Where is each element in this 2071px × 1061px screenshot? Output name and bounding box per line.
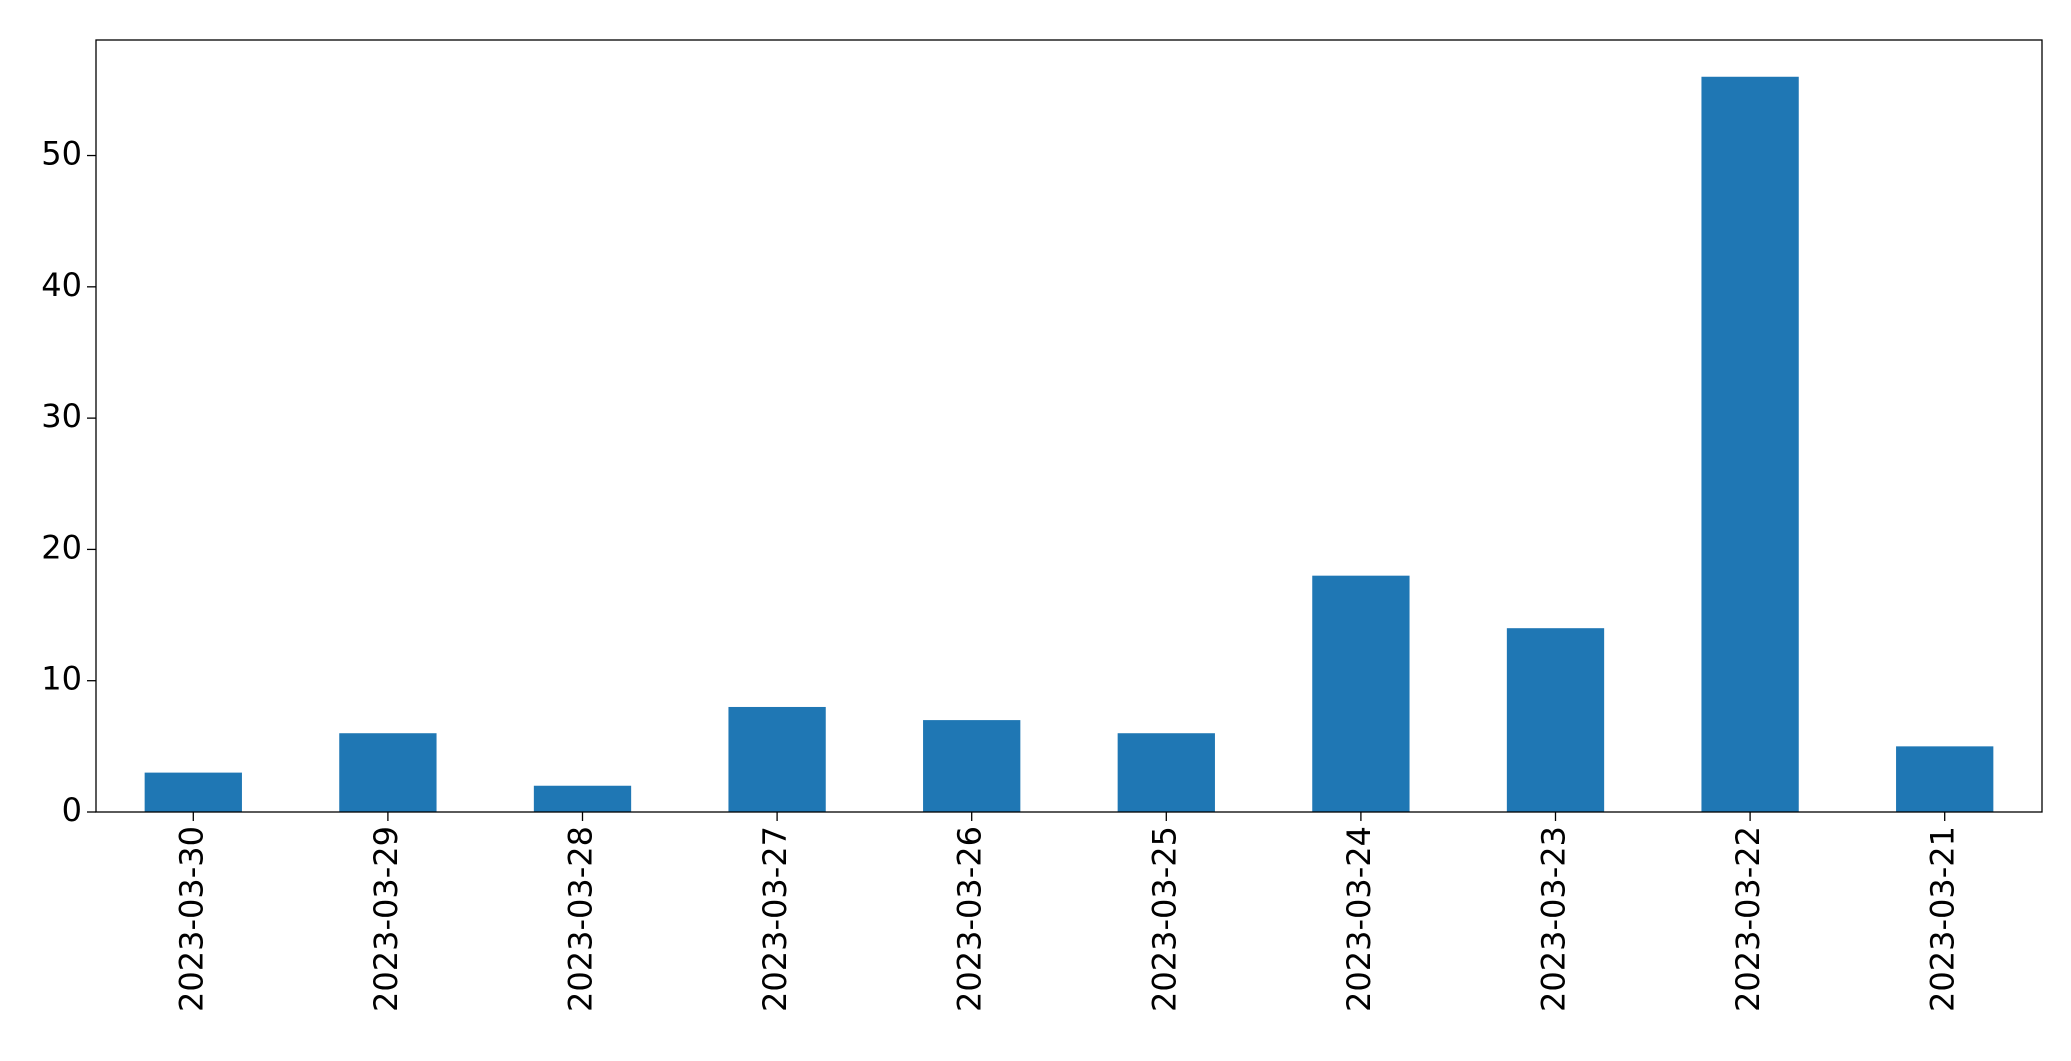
bar	[1896, 746, 1994, 812]
bar	[533, 785, 632, 812]
bar	[1506, 628, 1605, 812]
x-tick-label: 2023-03-28	[562, 826, 600, 1012]
y-tick-label: 20	[41, 528, 82, 566]
y-tick-label: 30	[41, 397, 82, 435]
bar	[1117, 733, 1215, 812]
bar	[1701, 76, 1799, 812]
x-tick-label: 2023-03-26	[951, 826, 989, 1012]
bar	[339, 733, 437, 812]
y-tick-label: 50	[41, 135, 82, 173]
bar	[144, 772, 242, 812]
bar	[923, 720, 1021, 812]
x-tick-label: 2023-03-30	[172, 826, 210, 1012]
x-tick-label: 2023-03-29	[367, 826, 405, 1012]
y-tick-label: 40	[41, 266, 82, 304]
y-tick-label: 0	[62, 791, 82, 829]
y-tick-label: 10	[41, 660, 82, 698]
x-tick-label: 2023-03-24	[1340, 826, 1378, 1012]
x-tick-label: 2023-03-27	[756, 826, 794, 1012]
x-tick-label: 2023-03-21	[1924, 826, 1962, 1012]
x-tick-label: 2023-03-22	[1729, 826, 1767, 1012]
bar	[1312, 575, 1410, 812]
x-tick-label: 2023-03-23	[1535, 826, 1573, 1012]
x-tick-label: 2023-03-25	[1145, 826, 1183, 1012]
plot-frame	[95, 39, 2043, 813]
bar	[728, 706, 826, 812]
